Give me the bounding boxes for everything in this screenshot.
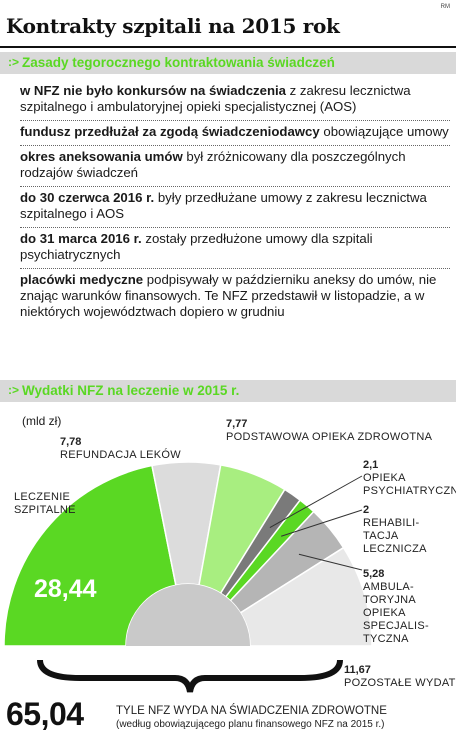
value-label: 7,78 <box>60 436 82 448</box>
category-label: TACJA <box>363 530 399 542</box>
rule-item: okres aneksowania umów był zróżnicowany … <box>20 146 450 187</box>
section-marker-icon: :> <box>8 55 20 69</box>
rule-item-bold: do 30 czerwca 2016 r. <box>20 190 155 205</box>
leader-line <box>269 475 363 528</box>
total-caption: TYLE NFZ WYDA NA ŚWIADCZENIA ZDROWOTNE <box>116 705 387 717</box>
value-label: 7,77 <box>226 418 248 430</box>
total-subcaption: (według obowiązującego planu finansowego… <box>116 719 385 730</box>
rule-item-text: z zakresu lecznictwa szpitalnego i ambul… <box>20 83 411 114</box>
rule-item: do 31 marca 2016 r. zostały przedłużone … <box>20 228 450 269</box>
category-label: PODSTAWOWA OPIEKA ZDROWOTNA <box>226 431 433 443</box>
category-label: LECZNICZA <box>363 543 427 555</box>
rule-item: placówki medyczne podpisywały w paździer… <box>20 269 450 325</box>
total-value: 65,04 <box>6 696 84 732</box>
rule-item-text: był zróżnicowany dla poszczególnych rodz… <box>20 149 406 180</box>
value-label: 2 <box>363 504 370 516</box>
section-marker-icon: :> <box>8 383 20 397</box>
category-label: SPECJALIS- <box>363 620 429 632</box>
rule-item-bold: okres aneksowania umów <box>20 149 183 164</box>
rule-item-bold: do 31 marca 2016 r. <box>20 231 142 246</box>
unit-label: (mld zł) <box>22 414 62 428</box>
category-label: POZOSTAŁE WYDATKI <box>344 677 456 689</box>
category-label: LECZENIE <box>14 491 71 503</box>
value-label: 5,28 <box>363 568 385 580</box>
value-label: 2,1 <box>363 459 379 471</box>
rule-item-text: obowiązujące umowy <box>319 124 449 139</box>
category-label: AMBULA- <box>363 581 414 593</box>
page-title: Kontrakty szpitali na 2015 rok <box>6 14 340 38</box>
category-label: SZPITALNE <box>14 504 76 516</box>
section-header-rules: :> Zasady tegorocznego kontraktowania św… <box>0 52 456 74</box>
value-label-szpitalne: 28,44 <box>34 575 97 603</box>
rule-item-bold: placówki medyczne <box>20 272 144 287</box>
rules-list: w NFZ nie było konkursów na świadczenia … <box>20 80 450 325</box>
rule-item-bold: w NFZ nie było konkursów na świadczenia <box>20 83 287 98</box>
title-divider <box>0 46 456 48</box>
rule-item-text: zostały przedłużone umowy dla szpitali p… <box>20 231 373 262</box>
section-header-spending: :> Wydatki NFZ na leczenie w 2015 r. <box>0 380 456 402</box>
rule-item-text: były przedłużane umowy z zakresu lecznic… <box>20 190 427 221</box>
leader-line <box>281 509 363 537</box>
category-label: REHABILI- <box>363 517 420 529</box>
category-label: TYCZNA <box>363 633 409 645</box>
category-label: TORYJNA <box>363 594 417 606</box>
category-label: PSYCHIATRYCZNA <box>363 485 456 497</box>
category-label: REFUNDACJA LEKÓW <box>60 449 181 461</box>
section-title: Wydatki NFZ na leczenie w 2015 r. <box>22 383 240 398</box>
rule-item: w NFZ nie było konkursów na świadczenia … <box>20 80 450 121</box>
credit: RM <box>440 4 450 10</box>
donut-hole <box>126 584 250 646</box>
total-brace <box>37 659 343 693</box>
section-title: Zasady tegorocznego kontraktowania świad… <box>22 55 335 70</box>
category-label: OPIEKA <box>363 607 406 619</box>
value-label: 11,67 <box>344 664 371 676</box>
rule-item: do 30 czerwca 2016 r. były przedłużane u… <box>20 187 450 228</box>
rule-item-text: podpisywały w październiku aneksy do umó… <box>20 272 437 319</box>
rule-item-bold: fundusz przedłużał za zgodą świadczeniod… <box>20 124 320 139</box>
category-label: OPIEKA <box>363 472 406 484</box>
leader-line <box>298 553 363 571</box>
rule-item: fundusz przedłużał za zgodą świadczeniod… <box>20 121 450 146</box>
spending-pie-chart <box>0 461 456 693</box>
